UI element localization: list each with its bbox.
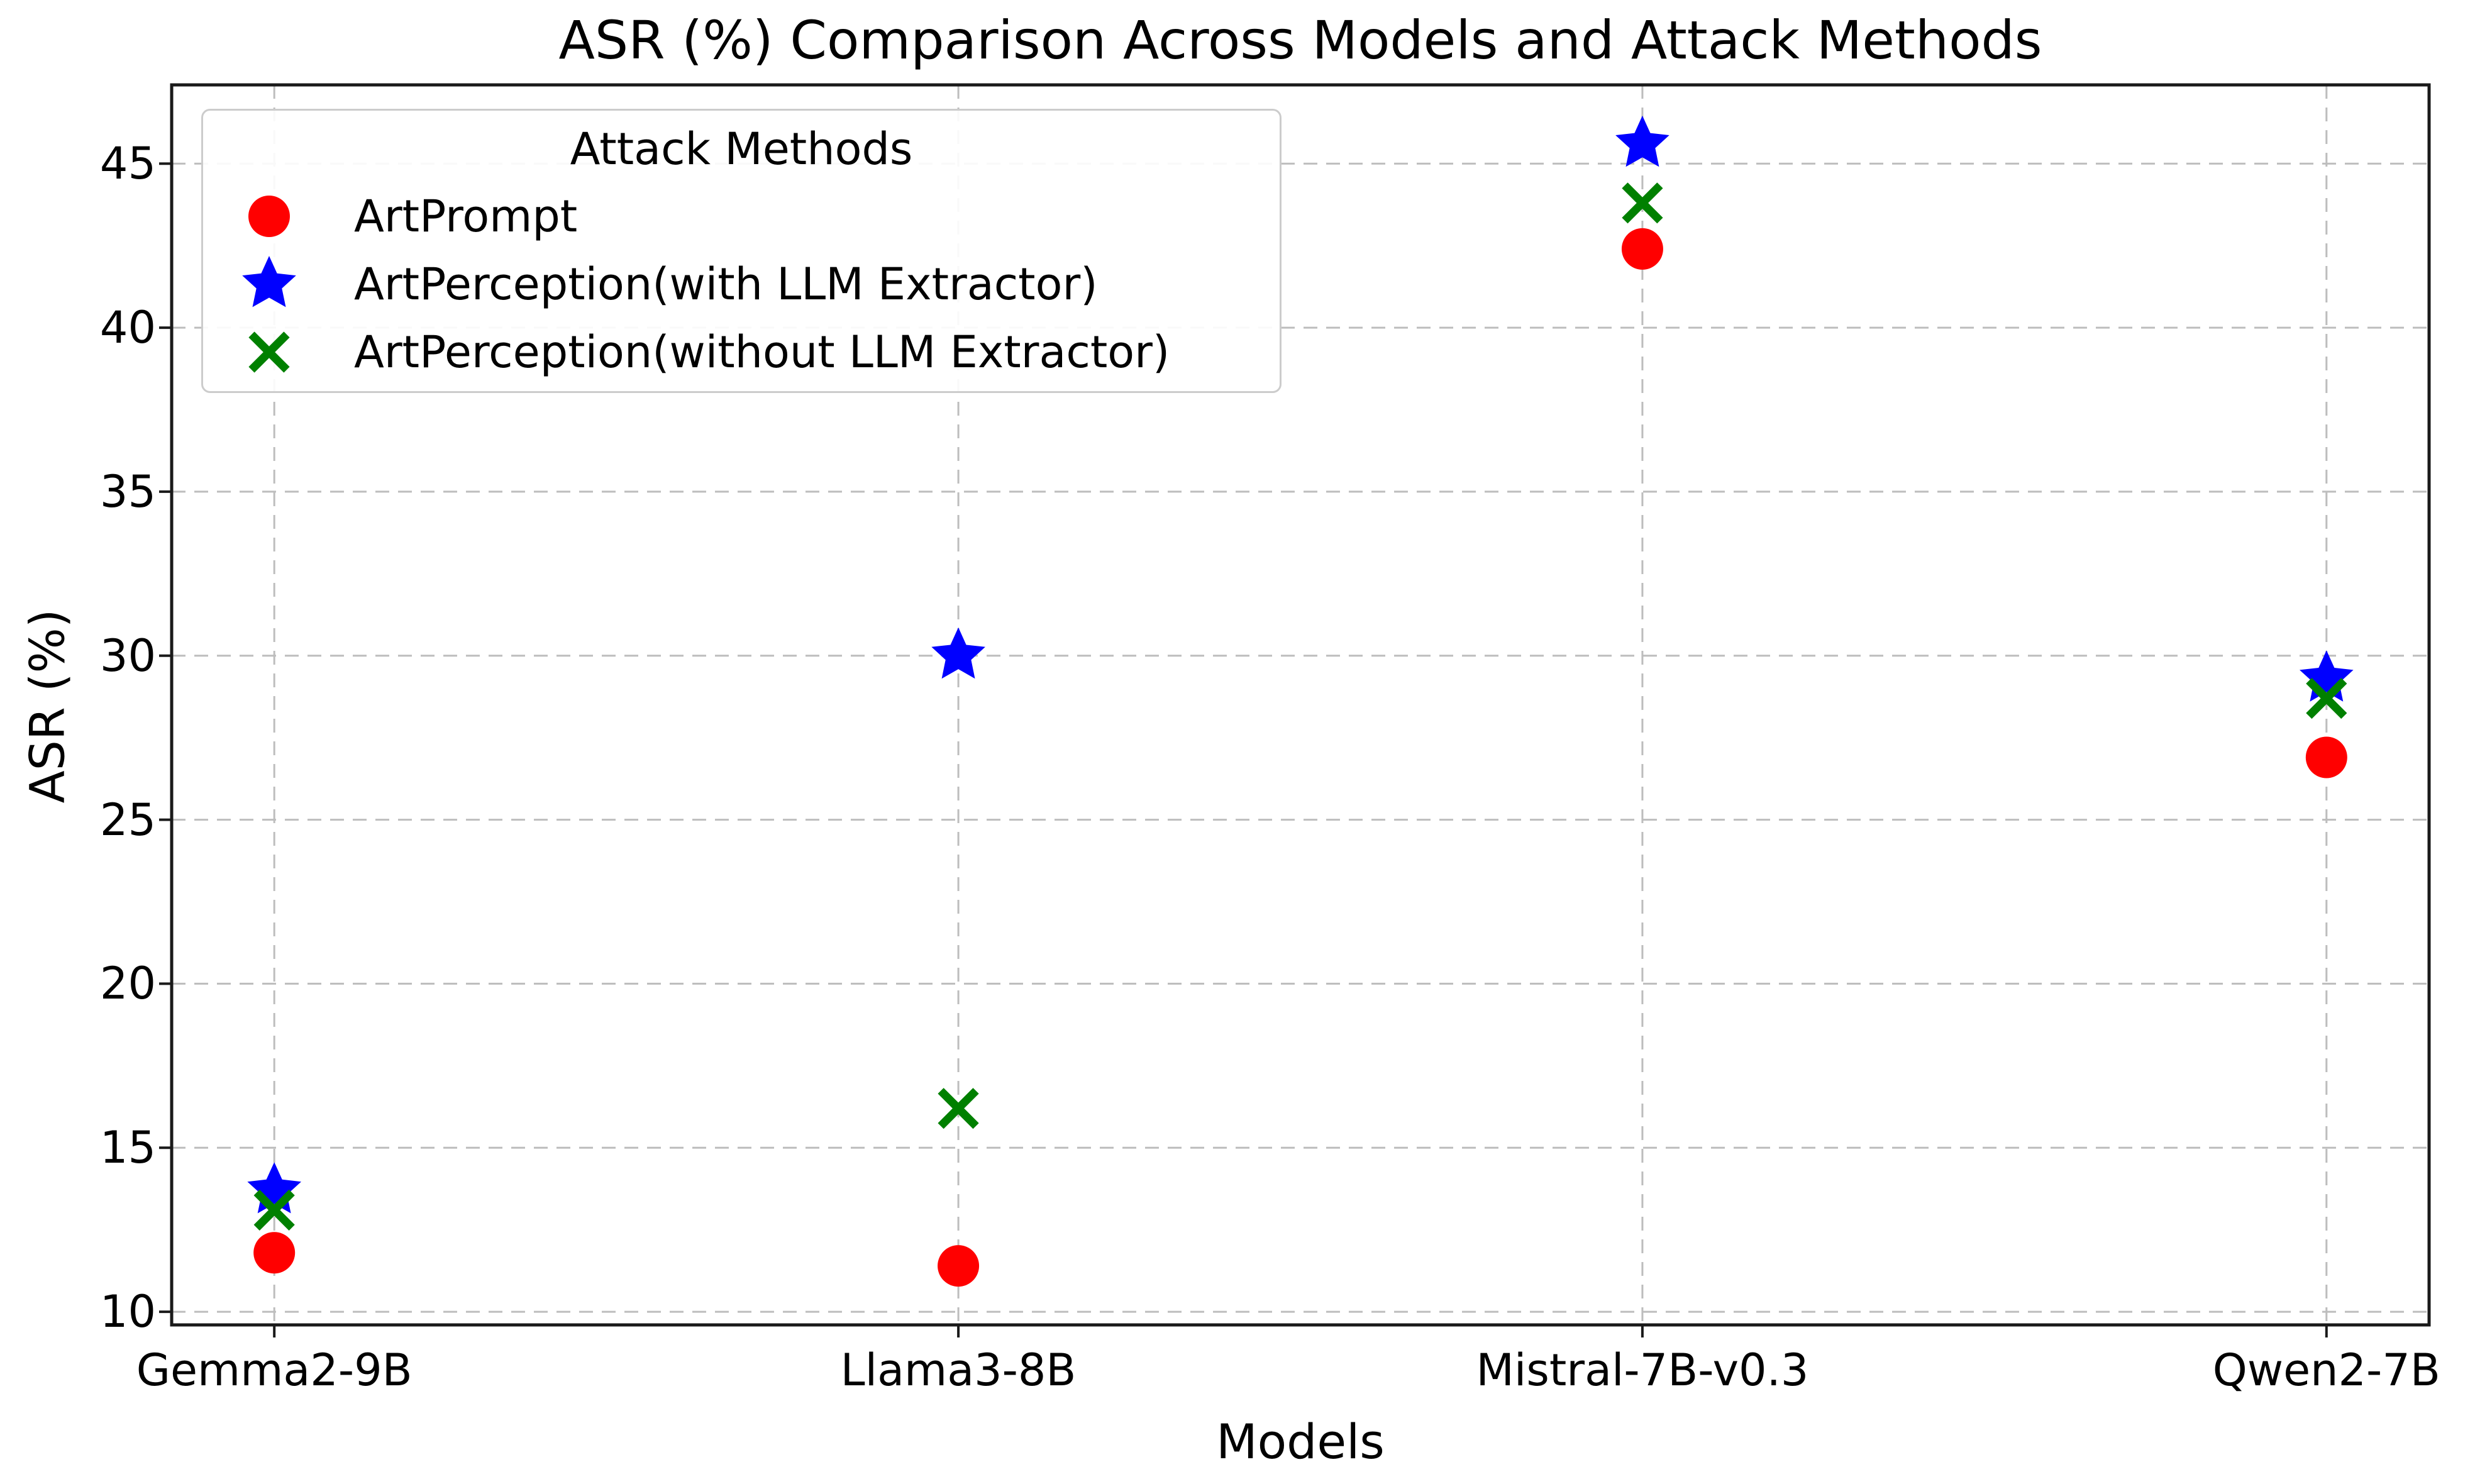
circle-marker xyxy=(2305,736,2347,778)
plot-border xyxy=(170,83,2431,1327)
y-tick-label: 10 xyxy=(99,1286,156,1338)
legend-entry-label: ArtPrompt xyxy=(354,191,578,242)
x-axis-label: Models xyxy=(1216,1414,1385,1470)
x-tick-label: Gemma2-9B xyxy=(136,1344,412,1396)
y-tick-label: 20 xyxy=(99,958,156,1010)
x-marker xyxy=(253,1189,295,1231)
y-tick-label: 25 xyxy=(99,794,156,846)
legend-marker xyxy=(248,331,290,373)
star-marker xyxy=(1615,115,1669,167)
x-tick-label: Qwen2-7B xyxy=(2212,1344,2440,1396)
chart-title: ASR (%) Comparison Across Models and Att… xyxy=(558,9,2042,71)
y-tick-label: 45 xyxy=(99,138,156,190)
legend-entry-label: ArtPerception(without LLM Extractor) xyxy=(354,326,1170,378)
x-marker xyxy=(1622,182,1663,224)
x-marker xyxy=(248,331,290,373)
circle-marker xyxy=(253,1232,296,1274)
star-marker xyxy=(931,627,985,679)
x-marker xyxy=(2306,677,2347,719)
y-tick-label: 35 xyxy=(99,465,156,518)
legend: Attack Methods ArtPrompt ArtPerception(wi… xyxy=(201,109,1282,393)
x-tick-label: Llama3-8B xyxy=(840,1344,1077,1396)
legend-marker xyxy=(242,256,296,307)
star-marker xyxy=(242,256,296,307)
legend-entry: ArtPerception(without LLM Extractor) xyxy=(203,318,1280,386)
legend-entries: ArtPrompt ArtPerception(with LLM Extracto… xyxy=(203,171,1280,386)
legend-marker xyxy=(248,196,290,237)
x-tick-label: Mistral-7B-v0.3 xyxy=(1476,1344,1809,1396)
circle-marker xyxy=(1621,228,1663,270)
y-tick-label: 15 xyxy=(99,1122,156,1174)
legend-title: Attack Methods xyxy=(570,123,913,175)
x-marker xyxy=(938,1088,979,1129)
legend-entry: ArtPerception(with LLM Extractor) xyxy=(203,250,1280,318)
circle-marker xyxy=(248,196,290,237)
y-tick-label: 30 xyxy=(99,629,156,682)
y-tick-label: 40 xyxy=(99,302,156,354)
circle-marker xyxy=(938,1245,980,1287)
legend-entry-label: ArtPerception(with LLM Extractor) xyxy=(354,258,1098,310)
legend-entry: ArtPrompt xyxy=(203,182,1280,250)
